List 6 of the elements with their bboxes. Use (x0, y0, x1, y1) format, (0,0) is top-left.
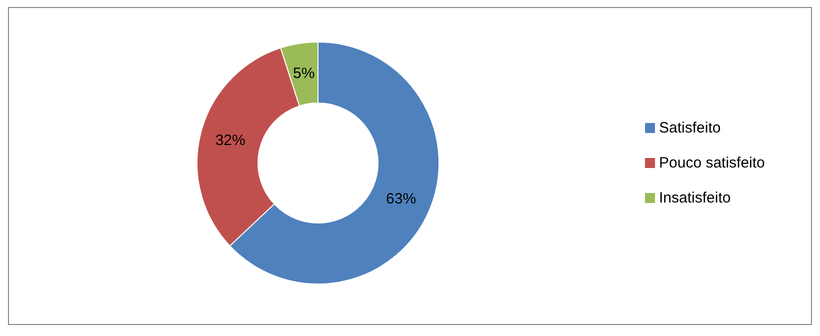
legend-label: Insatisfeito (659, 190, 731, 206)
legend-label: Satisfeito (659, 120, 721, 136)
data-label: 5% (293, 65, 315, 82)
legend-label: Pouco satisfeito (659, 154, 765, 172)
data-label: 32% (215, 132, 246, 149)
data-label: 63% (386, 190, 416, 208)
